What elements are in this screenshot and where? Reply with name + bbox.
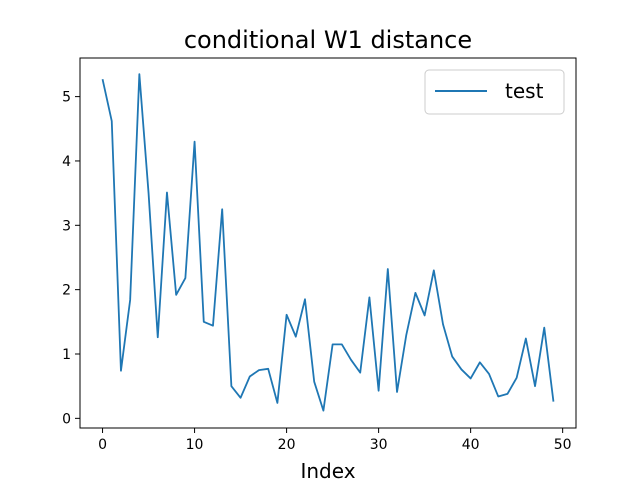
data-point: [111, 120, 113, 122]
series-layer: [101, 73, 555, 412]
data-point: [359, 372, 361, 374]
data-point: [120, 370, 122, 372]
data-point: [470, 377, 472, 379]
data-point: [332, 343, 334, 345]
data-point: [350, 359, 352, 361]
data-point: [276, 402, 278, 404]
data-point: [405, 334, 407, 336]
data-point: [249, 376, 251, 378]
data-point: [525, 338, 527, 340]
x-axis-label: Index: [300, 459, 355, 480]
data-point: [460, 368, 462, 370]
data-point: [479, 361, 481, 363]
data-point: [148, 192, 150, 194]
data-point: [240, 397, 242, 399]
chart-title: conditional W1 distance: [184, 26, 472, 54]
plot-area: [79, 57, 577, 429]
y-tick-label: 5: [62, 90, 71, 106]
data-point: [175, 294, 177, 296]
legend: test: [424, 69, 565, 115]
data-point: [424, 314, 426, 316]
x-tick-label: 20: [278, 437, 296, 453]
data-point: [184, 277, 186, 279]
y-tick-label: 0: [62, 411, 71, 427]
data-point: [368, 296, 370, 298]
x-tick-label: 10: [186, 437, 204, 453]
y-tick-label: 3: [62, 218, 71, 234]
y-tick-label: 1: [62, 347, 71, 363]
data-point: [129, 299, 131, 301]
series-line-test: [101, 73, 555, 412]
data-point: [166, 191, 168, 193]
y-tick-label: 2: [62, 283, 71, 299]
legend-label: test: [505, 79, 544, 103]
data-point: [433, 269, 435, 271]
data-point: [543, 327, 545, 329]
data-point: [451, 356, 453, 358]
data-point: [396, 391, 398, 393]
data-point: [442, 323, 444, 325]
x-tick-label: 0: [98, 437, 107, 453]
data-point: [552, 401, 554, 403]
data-point: [313, 381, 315, 383]
x-axis-ticks: 0 10 20 30 40 50: [98, 428, 572, 453]
data-point: [194, 141, 196, 143]
data-point: [212, 325, 214, 327]
data-point: [267, 368, 269, 370]
data-point: [506, 393, 508, 395]
data-point: [304, 298, 306, 300]
data-point: [286, 314, 288, 316]
data-point: [497, 395, 499, 397]
y-axis-ticks: 0 1 2 3 4 5: [62, 90, 80, 427]
data-point: [516, 377, 518, 379]
data-point: [258, 369, 260, 371]
data-point: [295, 336, 297, 338]
data-point: [534, 385, 536, 387]
legend-box: [424, 69, 565, 115]
data-point: [414, 292, 416, 294]
data-point: [157, 336, 159, 338]
y-tick-label: 4: [62, 154, 71, 170]
data-point: [203, 321, 205, 323]
data-point: [322, 410, 324, 412]
data-point: [488, 373, 490, 375]
data-point: [102, 78, 104, 80]
x-tick-label: 30: [370, 437, 388, 453]
data-point: [230, 385, 232, 387]
data-point: [387, 268, 389, 270]
axes-frame: [79, 57, 577, 429]
data-point: [341, 343, 343, 345]
x-tick-label: 40: [462, 437, 480, 453]
data-point: [378, 390, 380, 392]
x-tick-label: 50: [554, 437, 572, 453]
data-point: [221, 208, 223, 210]
data-point: [138, 73, 140, 75]
